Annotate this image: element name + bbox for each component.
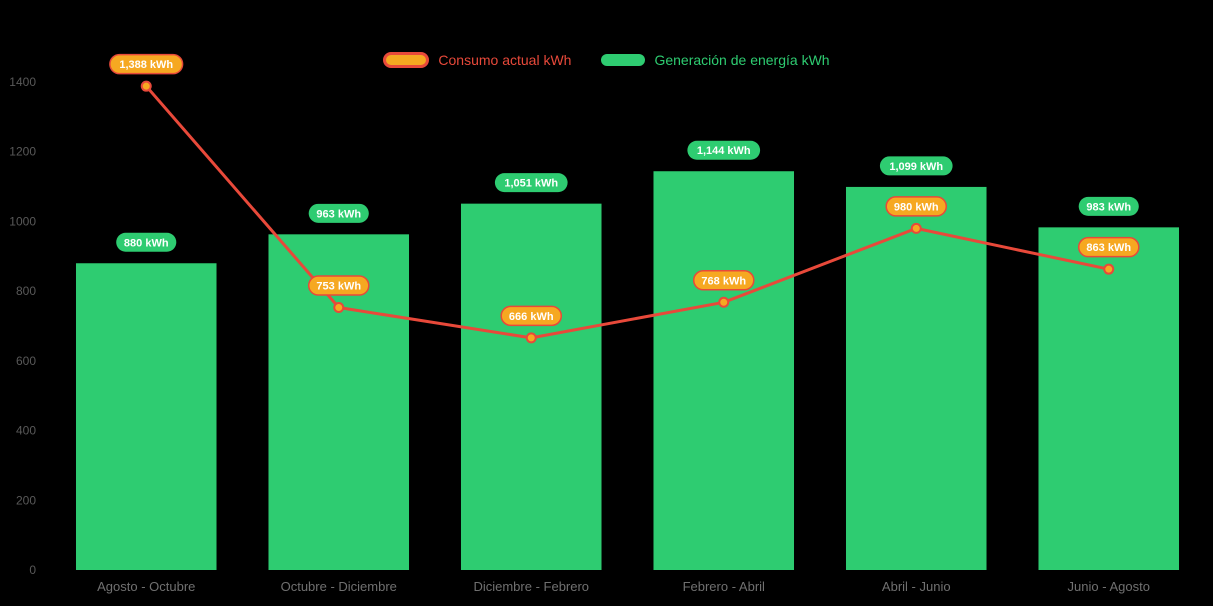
line-value-badge-pill xyxy=(500,305,563,327)
consumo-point[interactable] xyxy=(525,332,537,344)
bar-value-badge-text: 1,144 kWh xyxy=(697,145,751,157)
consumo-point[interactable] xyxy=(333,302,345,314)
consumo-swatch-icon xyxy=(383,52,430,68)
bar-value-badge-text: 1,051 kWh xyxy=(504,178,558,190)
line-value-badge-pill xyxy=(692,270,755,291)
line-value-badge: 980 kWh xyxy=(885,196,948,217)
bar-value-badge-pill xyxy=(1078,196,1139,216)
x-axis-label: Abril - Junio xyxy=(882,579,951,594)
legend-label-generacion: Generación de energía kWh xyxy=(654,52,830,68)
bar-value-badge-pill xyxy=(494,173,568,193)
bar-value-badge-pill xyxy=(879,156,953,176)
bar-value-badge: 1,099 kWh xyxy=(879,156,953,176)
y-axis-tick: 1400 xyxy=(9,75,36,89)
y-axis-tick: 800 xyxy=(16,284,36,298)
y-axis-tick: 600 xyxy=(16,354,36,368)
bar-value-badge-pill xyxy=(308,203,369,223)
consumo-point[interactable] xyxy=(910,222,922,234)
bar-generacion[interactable] xyxy=(75,263,217,570)
y-axis-tick: 400 xyxy=(16,424,36,438)
bar-value-badge-pill xyxy=(687,140,761,160)
bar-value-badge-text: 880 kWh xyxy=(124,237,169,249)
y-axis-tick: 1200 xyxy=(9,145,36,159)
line-value-badge-pill xyxy=(1077,236,1140,258)
line-value-badge: 768 kWh xyxy=(692,270,755,291)
bar-value-badge: 1,144 kWh xyxy=(687,140,761,160)
bar-generacion[interactable] xyxy=(653,171,795,570)
line-value-badge-pill xyxy=(109,53,184,75)
line-value-badge-text: 753 kWh xyxy=(316,281,361,293)
bar-value-badge: 880 kWh xyxy=(116,232,177,252)
consumo-line xyxy=(144,84,1111,340)
line-value-badge: 1,388 kWh xyxy=(109,53,184,75)
bar-generacion[interactable] xyxy=(845,186,987,571)
line-value-badge-text: 768 kWh xyxy=(701,275,746,287)
legend-label-consumo: Consumo actual kWh xyxy=(438,52,572,68)
bar-value-badge-text: 1,099 kWh xyxy=(889,161,943,173)
consumo-point[interactable] xyxy=(1103,263,1115,275)
bar-value-badge: 1,051 kWh xyxy=(494,173,568,193)
y-axis-tick: 1000 xyxy=(9,214,36,228)
legend-item-consumo[interactable]: Consumo actual kWh xyxy=(383,52,571,68)
line-value-badge-text: 1,388 kWh xyxy=(119,59,173,71)
legend: Consumo actual kWh Generación de energía… xyxy=(0,52,1213,68)
bar-value-badge: 963 kWh xyxy=(308,203,369,223)
line-value-badge: 863 kWh xyxy=(1077,236,1140,258)
x-axis-label: Febrero - Abril xyxy=(683,579,765,594)
y-axis-tick: 200 xyxy=(16,493,36,507)
line-value-badge-text: 863 kWh xyxy=(1086,242,1131,254)
line-value-badge-pill xyxy=(885,196,948,217)
legend-item-generacion[interactable]: Generación de energía kWh xyxy=(601,52,830,68)
line-value-badge-text: 666 kWh xyxy=(509,311,554,323)
consumo-point[interactable] xyxy=(140,80,152,92)
bar-generacion[interactable] xyxy=(1038,227,1180,570)
x-axis-label: Agosto - Octubre xyxy=(97,579,195,594)
bar-value-badge: 983 kWh xyxy=(1078,196,1139,216)
generacion-swatch-icon xyxy=(601,54,646,66)
x-axis-label: Octubre - Diciembre xyxy=(281,579,397,594)
line-value-badge-pill xyxy=(307,275,370,296)
line-value-badge: 753 kWh xyxy=(307,275,370,296)
x-axis-label: Diciembre - Febrero xyxy=(473,579,589,594)
bar-value-badge-text: 963 kWh xyxy=(316,208,361,220)
bar-value-badge-text: 983 kWh xyxy=(1086,201,1131,213)
bar-value-badge-pill xyxy=(116,232,177,252)
x-axis-label: Junio - Agosto xyxy=(1068,579,1150,594)
y-axis-tick: 0 xyxy=(29,563,36,577)
line-value-badge: 666 kWh xyxy=(500,305,563,327)
line-value-badge-text: 980 kWh xyxy=(894,201,939,213)
consumo-point[interactable] xyxy=(718,296,730,308)
bar-generacion[interactable] xyxy=(460,203,602,570)
